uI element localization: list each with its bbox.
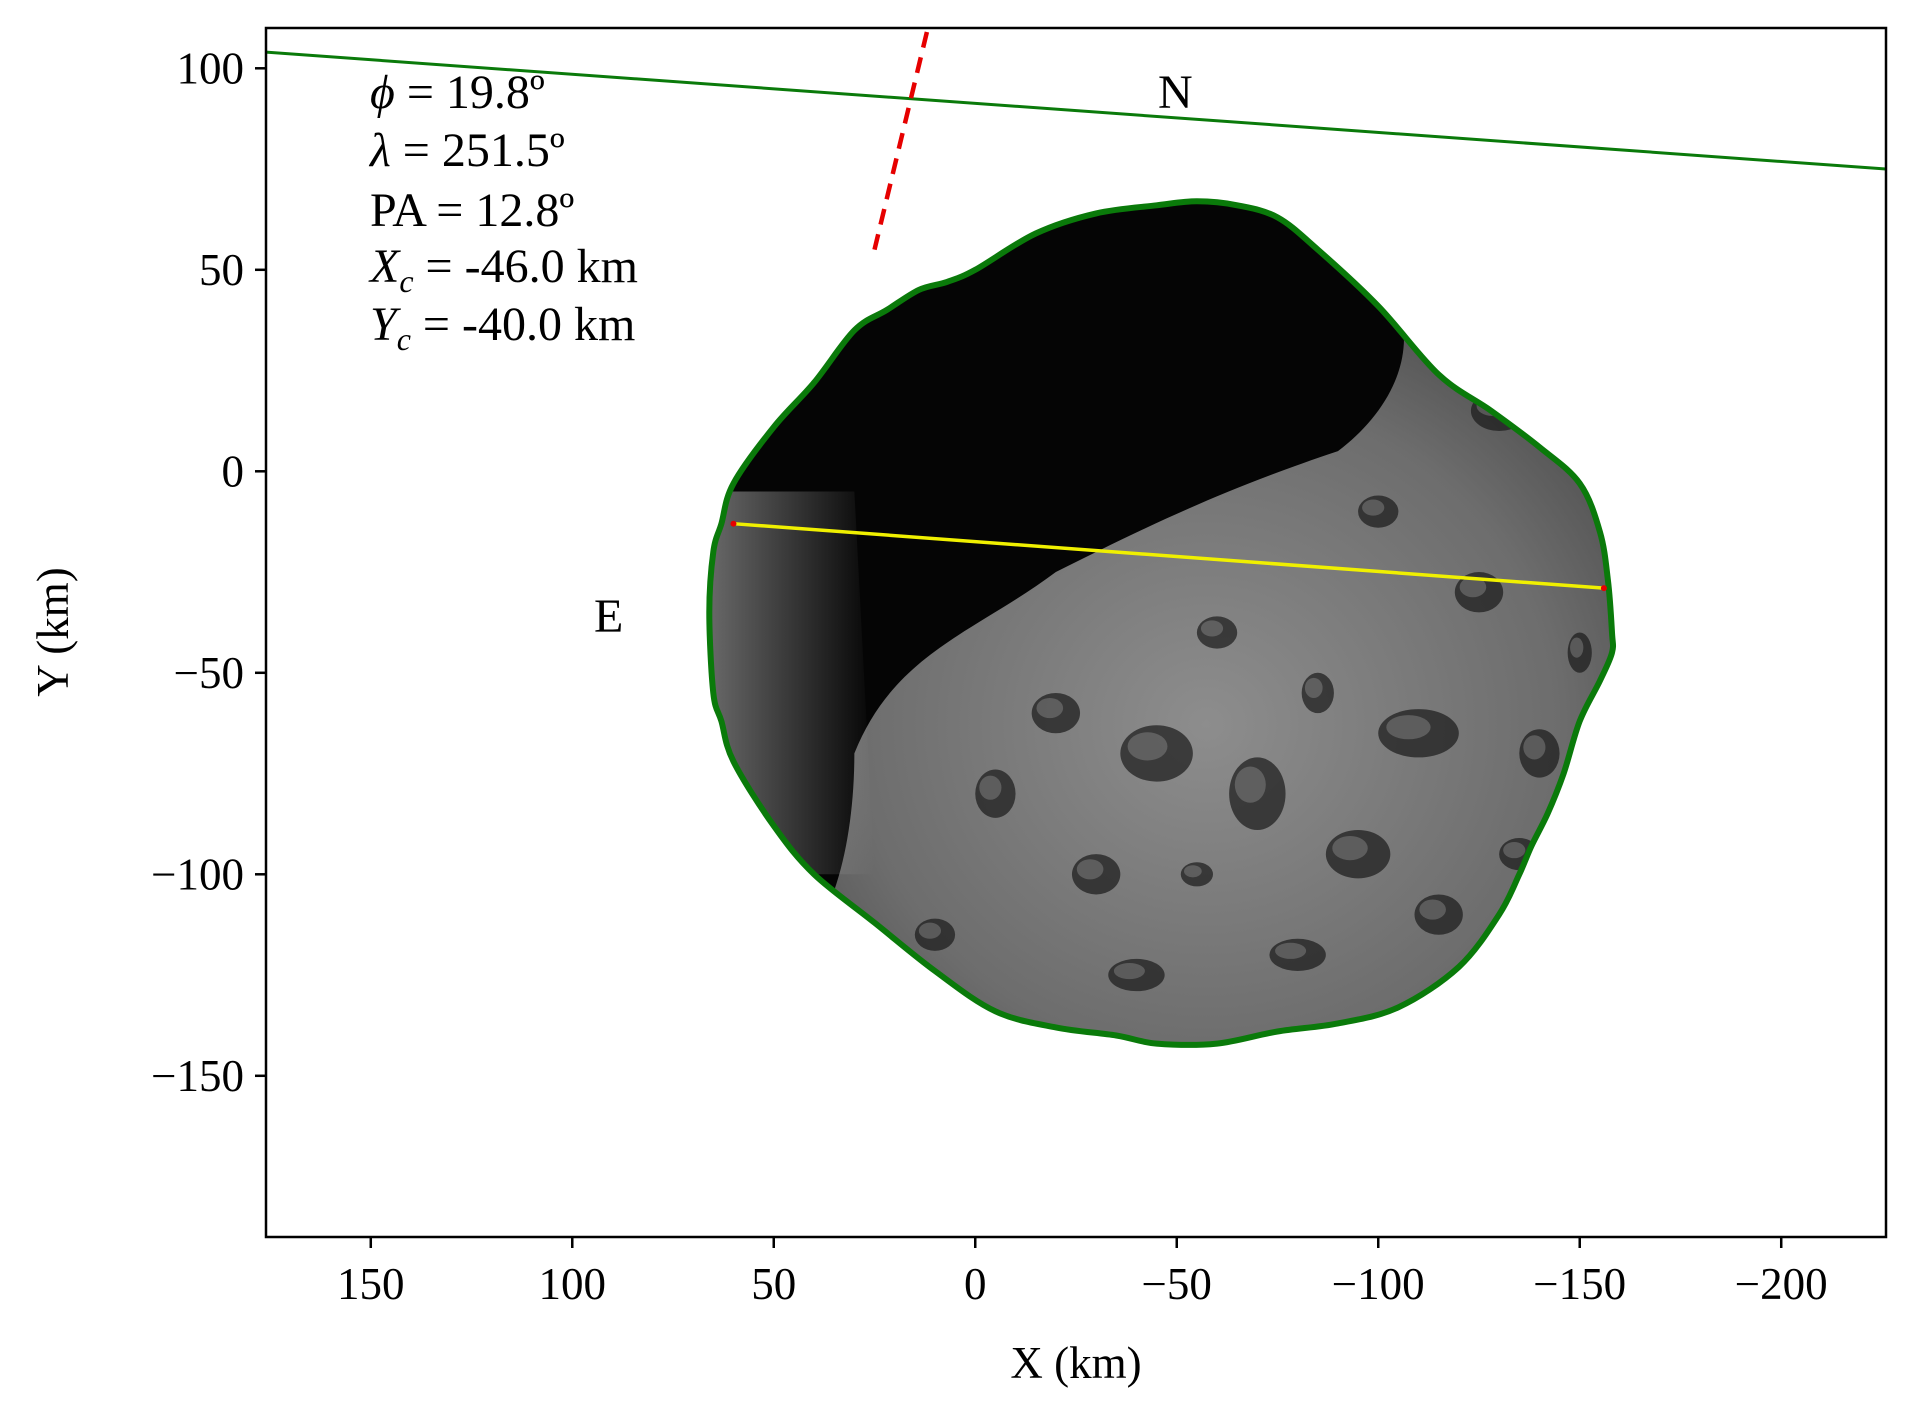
chord-line	[733, 521, 1605, 590]
lambda-annotation: λ = 251.5º	[368, 124, 565, 177]
x-tick-label: 50	[751, 1259, 796, 1309]
horizon-line	[266, 50, 1886, 171]
crater	[1031, 692, 1081, 734]
crater-highlight	[1113, 962, 1145, 980]
crater	[1229, 757, 1286, 830]
phi-symbol: ϕ	[370, 66, 395, 119]
lambda-value: = 251.5º	[391, 124, 565, 177]
crater-highlight	[1275, 942, 1307, 959]
y-tick-label: 100	[177, 43, 245, 93]
crater	[1378, 709, 1459, 758]
crater	[1414, 894, 1463, 935]
crater	[1269, 938, 1326, 972]
chord-endpoint	[1600, 585, 1607, 592]
crater	[1358, 495, 1399, 528]
asteroid-outline	[706, 198, 1617, 1048]
crater-highlight	[1523, 735, 1546, 760]
x-tick-label: 150	[337, 1259, 405, 1309]
chord-endpoint	[730, 520, 737, 527]
y-tick-label: −100	[151, 849, 244, 899]
crater-highlight	[1234, 766, 1266, 803]
xc-subscript: c	[399, 263, 413, 299]
crater	[1567, 632, 1592, 673]
y-tick-label: −150	[151, 1051, 244, 1101]
crater-highlight	[1386, 715, 1431, 740]
xc-symbol: X	[368, 240, 401, 293]
yc-symbol: Y	[370, 298, 401, 351]
crater	[1108, 958, 1165, 992]
y-tick-label: −50	[174, 648, 244, 698]
crater-highlight	[1332, 836, 1368, 861]
phi-annotation: ϕ = 19.8º	[370, 66, 545, 119]
crater-highlight	[918, 922, 941, 939]
x-tick-label: −200	[1735, 1259, 1828, 1309]
crater	[1071, 854, 1121, 895]
crater-highlight	[1362, 499, 1385, 516]
xc-annotation: Xc = -46.0 km	[368, 240, 638, 299]
east-label: E	[594, 590, 623, 643]
plot-frame	[264, 26, 1888, 1239]
crater-highlight	[1459, 577, 1487, 598]
bright-limb	[709, 491, 875, 875]
crater-highlight	[1570, 637, 1584, 658]
x-tick-label: 100	[539, 1259, 607, 1309]
north-direction-line	[872, 31, 930, 251]
north-label: N	[1158, 66, 1193, 119]
crater-highlight	[1503, 842, 1526, 859]
phi-value: = 19.8º	[395, 66, 545, 119]
x-tick-label: 0	[964, 1259, 987, 1309]
crater-highlight	[1200, 620, 1224, 637]
crater-highlight	[979, 775, 1002, 800]
crater	[1196, 616, 1238, 649]
x-tick-label: −100	[1332, 1259, 1425, 1309]
y-tick-label: 50	[199, 245, 244, 295]
crater-highlight	[1419, 899, 1446, 920]
xc-value: = -46.0 km	[414, 240, 638, 293]
crater	[1120, 725, 1193, 782]
x-axis: 150 100 50 0 −50 −100 −150 −200	[337, 1237, 1828, 1309]
x-axis-title: X (km)	[1010, 1338, 1141, 1388]
crater	[1454, 572, 1504, 613]
x-tick-label: −50	[1142, 1259, 1212, 1309]
lambda-symbol: λ	[368, 124, 391, 177]
y-axis: 100 50 0 −50 −100 −150	[151, 43, 266, 1101]
crater	[1325, 829, 1391, 879]
annotation-block: ϕ = 19.8º λ = 251.5º PA = 12.8º Xc = -46…	[368, 66, 638, 357]
crater	[1519, 729, 1560, 778]
yc-subscript: c	[397, 321, 411, 357]
crater	[1301, 672, 1334, 714]
crater	[914, 918, 956, 951]
pa-annotation: PA = 12.8º	[370, 184, 574, 237]
crater-highlight	[1304, 677, 1323, 698]
yc-value: = -40.0 km	[411, 298, 635, 351]
y-tick-label: 0	[222, 446, 245, 496]
dark-terrain	[709, 201, 1404, 963]
y-axis-title: Y (km)	[28, 567, 78, 697]
crater	[1180, 862, 1214, 887]
crater-highlight	[1184, 865, 1202, 878]
asteroid-terrain	[709, 201, 1592, 992]
yc-annotation: Yc = -40.0 km	[370, 298, 635, 357]
crater-highlight	[1076, 859, 1104, 880]
crater-highlight	[1036, 697, 1064, 719]
x-tick-label: −150	[1533, 1259, 1626, 1309]
crater-highlight	[1127, 732, 1168, 761]
crater	[975, 769, 1016, 818]
